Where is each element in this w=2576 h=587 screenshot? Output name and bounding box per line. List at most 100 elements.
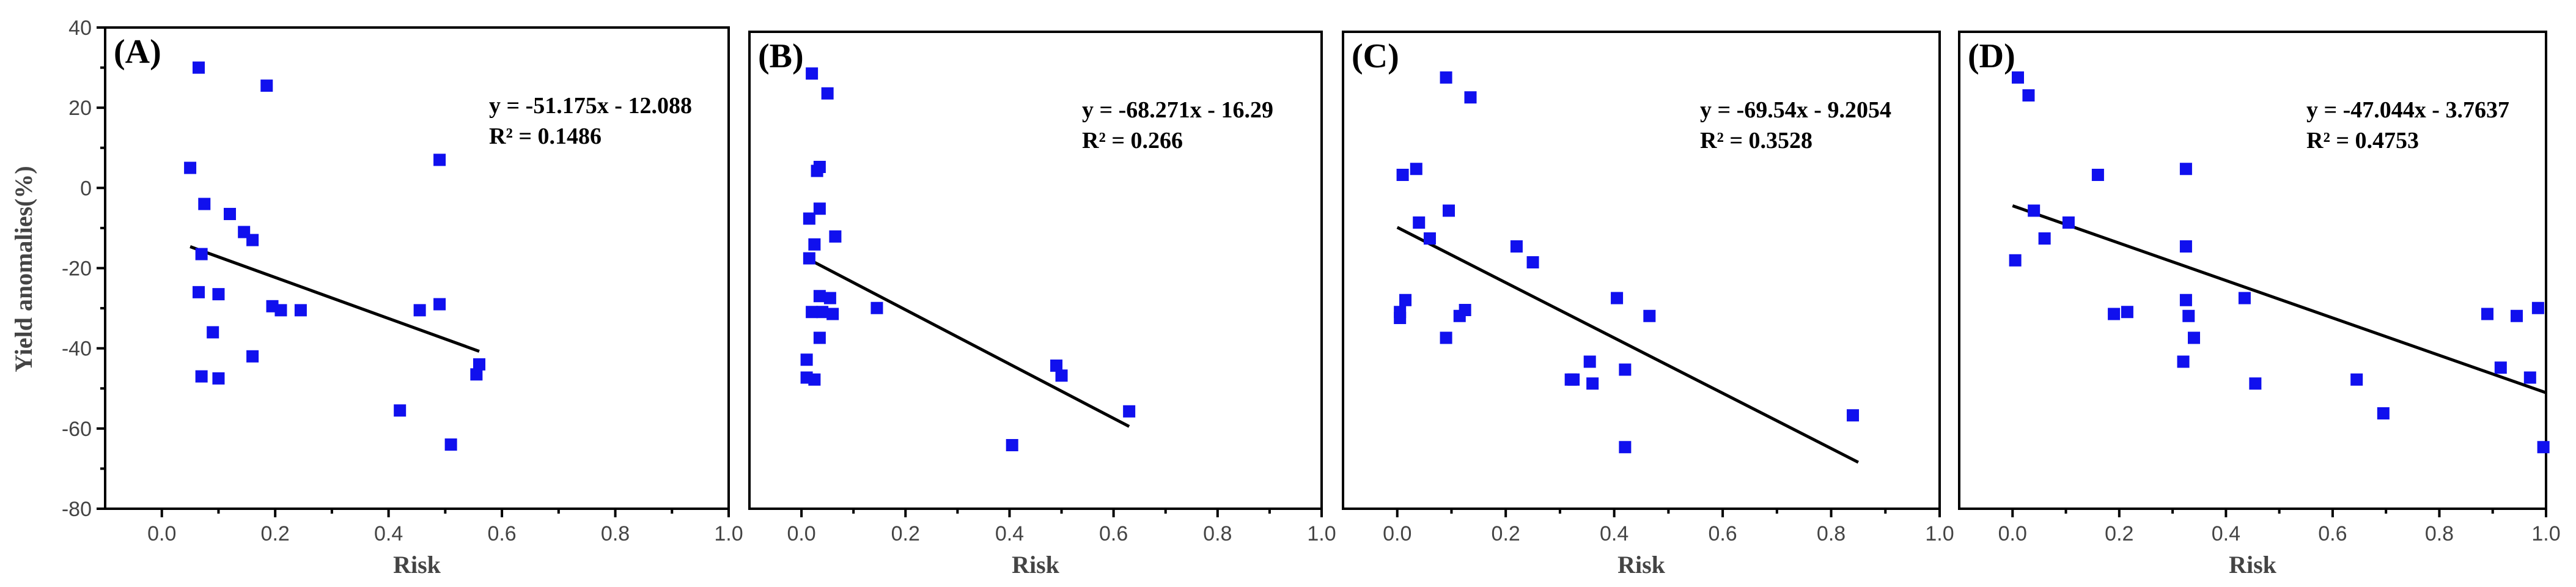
data-point [413, 304, 426, 317]
data-point [444, 438, 457, 451]
x-axis-title: Risk [1012, 551, 1060, 578]
data-point [2022, 89, 2035, 102]
x-tick-label: 0.6 [2318, 522, 2347, 545]
data-point [433, 298, 446, 311]
data-point [1453, 309, 1466, 322]
chart-panel-3: 0.0 0.2 0.4 0.6 0.8 1.0 Risk (C) y = -69.54x - 9… [1342, 31, 1954, 578]
data-point [195, 370, 208, 383]
x-tick-label: 0.2 [261, 522, 290, 545]
y-tick-label: 20 [68, 97, 92, 120]
x-tick-label: 1.0 [714, 522, 743, 545]
data-point [1399, 294, 1412, 306]
data-point [212, 288, 225, 301]
data-point [2511, 309, 2523, 322]
data-point [1123, 405, 1136, 418]
chart-panel-2: 0.0 0.2 0.4 0.6 0.8 1.0 Risk (B) y = -68.271x - … [748, 31, 1336, 578]
data-point [1410, 163, 1422, 175]
y-tick-label: -80 [62, 498, 92, 521]
data-point [1396, 169, 1409, 181]
data-point [823, 292, 836, 305]
data-point [1413, 216, 1426, 229]
data-point [1440, 331, 1452, 344]
chart-panel-1: 0.0 0.2 0.4 0.6 0.8 1.0 40 20 0 -20 -40 -60 -80 Risk (… [62, 17, 743, 578]
data-point [1643, 309, 1656, 322]
x-tick-label: 0.8 [2425, 522, 2454, 545]
x-tick-label: 1.0 [1925, 522, 1954, 545]
data-point [274, 304, 287, 317]
data-point [2179, 240, 2192, 253]
data-point [829, 230, 842, 243]
data-point [2523, 371, 2536, 384]
data-point [246, 234, 259, 246]
data-point [224, 207, 236, 220]
y-tick-label: 40 [68, 17, 92, 40]
data-point [1526, 256, 1539, 268]
regression-equation: y = -51.175x - 12.088 [489, 93, 692, 119]
data-point [394, 404, 407, 417]
data-point [1423, 232, 1436, 245]
data-point [2179, 163, 2192, 175]
data-point [2377, 407, 2390, 419]
x-tick-label: 0.8 [1203, 522, 1232, 545]
data-point [294, 304, 307, 317]
x-tick-label: 0.8 [1817, 522, 1846, 545]
data-point [1567, 373, 1580, 386]
data-point [803, 252, 815, 265]
data-point [1394, 312, 1407, 324]
data-point [470, 368, 483, 381]
data-point [2108, 308, 2121, 320]
data-point [1619, 363, 1632, 376]
data-point [1464, 91, 1477, 104]
panel-label: (B) [758, 37, 804, 75]
data-point [2179, 294, 2192, 306]
x-tick-label: 0.0 [787, 522, 815, 545]
trend-line [190, 245, 480, 353]
data-point [808, 238, 821, 251]
x-tick-label: 1.0 [1307, 522, 1336, 545]
chart-panel-4: 0.0 0.2 0.4 0.6 0.8 1.0 Risk (D) y = -47.044x - … [1958, 31, 2561, 578]
data-point [813, 331, 826, 344]
y-tick-label: -40 [62, 338, 92, 361]
data-point [1055, 369, 1068, 382]
data-point [2038, 232, 2051, 245]
data-point [2121, 306, 2133, 319]
x-tick-label: 0.4 [2212, 522, 2240, 545]
data-point [2188, 331, 2200, 344]
data-point [803, 212, 815, 225]
x-tick-label: 0.8 [601, 522, 630, 545]
x-tick-label: 0.6 [1099, 522, 1128, 545]
data-point [1443, 204, 1455, 217]
data-point [813, 290, 826, 303]
regression-equation: y = -69.54x - 9.2054 [1700, 97, 1891, 123]
data-point [193, 61, 205, 74]
x-tick-label: 0.2 [2105, 522, 2133, 545]
plot-frame [1342, 31, 1941, 510]
data-point [2481, 308, 2493, 320]
data-point [195, 248, 208, 260]
x-axis-title: Risk [393, 551, 441, 578]
data-point [246, 350, 259, 363]
x-tick-label: 0.0 [147, 522, 176, 545]
trend-line [2012, 204, 2547, 394]
data-point [870, 301, 883, 314]
x-tick-label: 0.2 [891, 522, 920, 545]
data-point [2012, 71, 2024, 84]
x-tick-label: 0.0 [1383, 522, 1411, 545]
panel-label: (A) [114, 33, 161, 71]
data-point [473, 358, 485, 371]
regression-equation: y = -68.271x - 16.29 [1082, 97, 1273, 123]
trend-line [1396, 226, 1860, 464]
x-tick-label: 0.6 [487, 522, 516, 545]
data-point [826, 308, 839, 320]
y-tick-label: -60 [62, 418, 92, 441]
data-point [800, 353, 813, 366]
data-point [2028, 204, 2041, 217]
data-point [2062, 216, 2075, 229]
data-point [2537, 441, 2550, 454]
x-tick-label: 1.0 [2531, 522, 2560, 545]
data-point [207, 326, 219, 339]
x-tick-label: 0.4 [1600, 522, 1628, 545]
regression-equation: y = -47.044x - 3.7637 [2306, 97, 2509, 123]
data-point [212, 372, 225, 385]
